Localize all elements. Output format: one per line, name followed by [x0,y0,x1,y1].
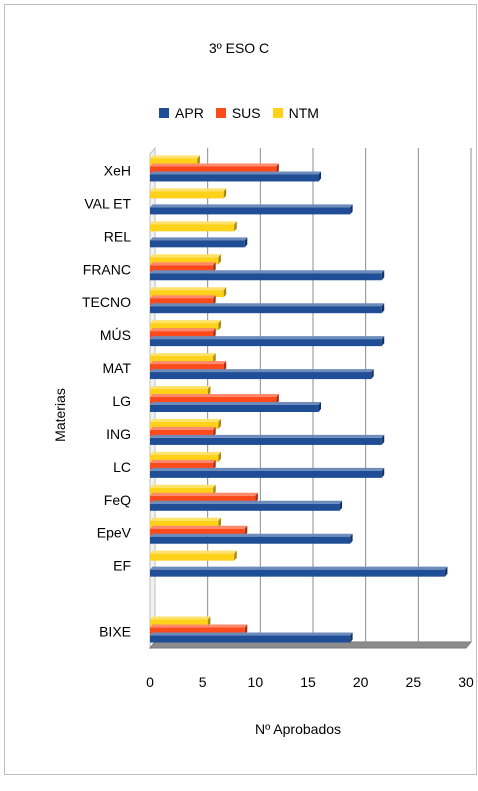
bar-apr [150,434,385,445]
y-tick-label: LG [112,393,131,409]
y-tick-label: EF [113,558,131,574]
bar-apr [150,402,322,412]
y-tick-label: MAT [102,360,131,376]
legend-label: NTM [288,105,319,121]
bar-sus [150,295,216,306]
x-tick-label: 30 [458,674,474,690]
y-tick-label: EpeV [97,525,132,541]
bar-ntm [150,550,237,561]
y-tick-label: LC [113,459,131,475]
bar-apr [150,270,385,281]
y-tick-label: MÚS [100,327,131,343]
bar-ntm [150,188,227,199]
bar-apr [150,204,353,215]
x-axis-title: Nº Aprobados [255,721,341,737]
bar-apr [150,369,374,380]
y-tick-label: REL [104,228,131,244]
chart-title: 3º ESO C [208,40,270,56]
x-tick-label: 0 [146,674,154,690]
bar-ntm [150,386,211,396]
bar-ntm [150,221,237,232]
y-tick-label: FeQ [104,492,131,508]
bar-sus [150,525,248,536]
bar-ntm [150,320,221,331]
x-tick-label: 5 [199,674,207,690]
legend-label: SUS [231,105,261,121]
y-tick-label: TECNO [82,294,131,310]
bar-apr [150,171,322,182]
bar-apr [150,303,385,314]
x-tick-label: 15 [300,674,316,690]
legend-label: APR [175,105,204,121]
legend-item-sus: SUS [215,105,261,121]
x-tick-label: 25 [406,674,422,690]
bar-apr [150,336,385,347]
bar-ntm [150,155,200,166]
bar-ntm [150,484,216,495]
bar-ntm [150,616,211,627]
legend-swatch [272,108,283,118]
legend-item-apr: APR [159,105,204,121]
bar-apr [150,533,353,544]
bar-sus [150,624,248,635]
bar-ntm [150,254,221,265]
bar-sus [150,492,258,503]
bar-sus [150,426,216,437]
bar-apr [150,500,343,511]
y-tick-label: ING [106,426,131,442]
bar-ntm [150,517,221,528]
y-tick-label: XeH [104,162,131,178]
bar-apr [150,632,353,643]
legend-item-ntm: NTM [272,105,319,121]
legend-swatch [159,108,170,118]
bar-ntm [150,451,221,462]
x-tick-label: 10 [248,674,264,690]
bar-sus [150,361,227,372]
bar-ntm [150,287,227,298]
bar-sus [150,163,279,174]
bar-apr [150,237,248,248]
y-tick-label: FRANC [83,261,131,277]
bar-sus [150,394,279,404]
bar-ntm [150,418,221,429]
bar-apr [150,566,448,577]
bar-sus [150,328,216,339]
chart-floor [148,641,473,649]
legend: APR SUS NTM [0,105,478,121]
y-tick-label: BIXE [99,624,131,640]
bar-sus [150,262,216,273]
legend-swatch [215,108,226,118]
y-tick-label: VAL ET [84,195,131,211]
x-tick-label: 20 [353,674,369,690]
bar-apr [150,467,385,478]
bar-ntm [150,353,216,364]
bar-sus [150,459,216,470]
y-axis-title: Materias [52,388,68,442]
